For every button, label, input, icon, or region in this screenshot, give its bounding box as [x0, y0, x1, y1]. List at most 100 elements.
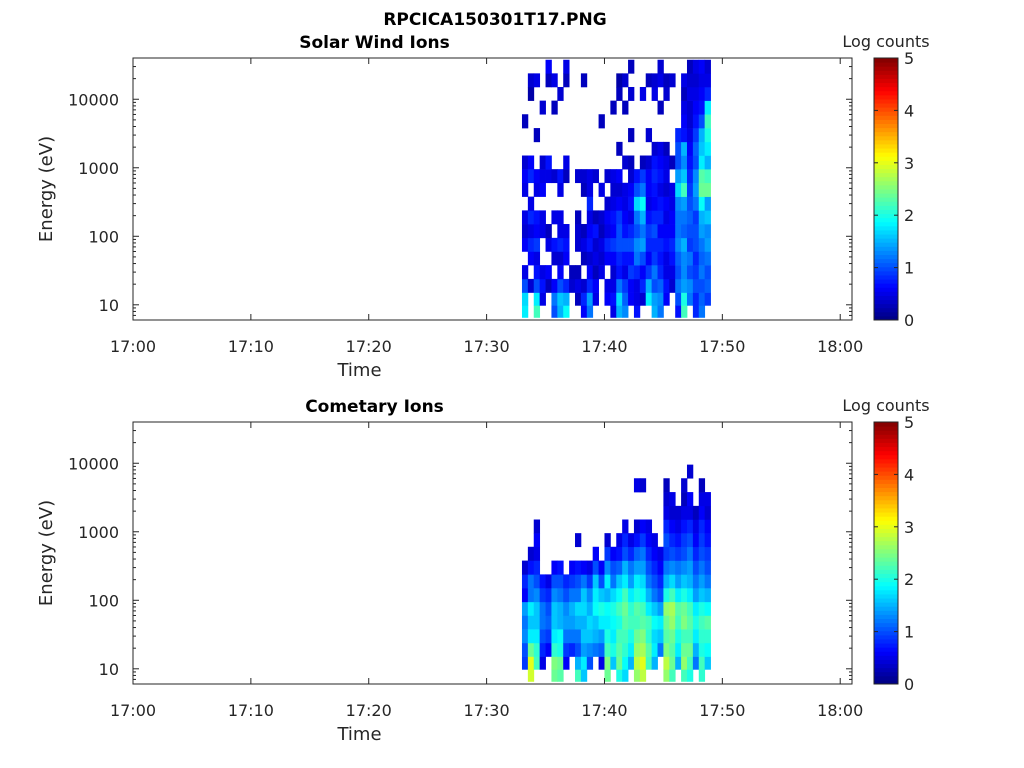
spectrogram-cell [639, 251, 647, 266]
spectrogram-cell [616, 292, 623, 306]
spectrogram-cell [704, 86, 711, 101]
spectrogram-cell [545, 629, 552, 644]
colorbar-segment [874, 532, 898, 538]
spectrogram-cell [675, 278, 682, 293]
spectrogram-cell [669, 546, 676, 561]
y-tick-label: 10000 [68, 90, 119, 109]
spectrogram-cell [557, 615, 564, 630]
spectrogram-cell [639, 560, 647, 575]
spectrogram-cell [592, 292, 599, 306]
spectrogram-cell [675, 128, 682, 143]
y-axis-label: Energy (eV) [36, 136, 57, 242]
colorbar-segment [874, 131, 898, 137]
spectrogram-cell [622, 182, 629, 197]
spectrogram-cell [669, 73, 676, 88]
spectrogram-cell [575, 292, 582, 306]
spectrogram-cell [563, 224, 570, 239]
spectrogram-cell [575, 669, 582, 682]
spectrogram-cell [539, 155, 546, 170]
spectrogram-cell [692, 615, 700, 630]
spectrogram-cell [598, 560, 605, 575]
colorbar-segment [874, 626, 898, 632]
spectrogram-cell [686, 182, 694, 197]
spectrogram-cell [698, 478, 706, 493]
spectrogram-cell [580, 656, 588, 670]
spectrogram-cell [681, 656, 688, 670]
y-tick-label: 100 [88, 591, 119, 610]
spectrogram-cell [669, 601, 676, 616]
colorbar-segment [874, 74, 898, 79]
colorbar-segment [874, 446, 898, 452]
colorbar-segment [874, 156, 898, 161]
spectrogram-cell [639, 669, 647, 682]
spectrogram-cell [645, 278, 653, 293]
spectrogram-cell [698, 265, 706, 280]
spectrogram-cell [681, 601, 688, 616]
spectrogram-cell [645, 615, 653, 630]
spectrogram-cell [563, 169, 570, 184]
spectrogram-cell [610, 251, 617, 266]
spectrogram-cell [551, 669, 558, 682]
spectrogram-cell [645, 656, 653, 670]
spectrogram-cell [569, 642, 576, 657]
spectrogram-cell [645, 196, 653, 211]
spectrogram-cell [663, 196, 670, 211]
colorbar-segment [874, 679, 898, 685]
spectrogram-cell [698, 141, 706, 156]
spectrogram-cell [692, 86, 700, 101]
colorbar-segment [874, 135, 898, 141]
colorbar-segment [874, 647, 898, 652]
spectrogram-cell [527, 669, 535, 682]
spectrogram-cell [645, 574, 653, 589]
spectrogram-cell [645, 546, 653, 561]
spectrogram-cell [575, 601, 582, 616]
spectrogram-cell [557, 629, 564, 644]
spectrogram-cell [651, 305, 658, 318]
spectrogram-cell [563, 59, 570, 74]
spectrogram-cell [539, 601, 546, 616]
colorbar-segment [874, 528, 898, 534]
spectrogram-cell [663, 73, 670, 88]
spectrogram-cell [681, 73, 688, 88]
spectrogram-cell [557, 656, 564, 670]
spectrogram-cell [704, 560, 711, 575]
spectrogram-cell [639, 588, 647, 603]
spectrogram-cell [633, 642, 641, 657]
spectrogram-cell [681, 546, 688, 561]
colorbar-segment [874, 606, 898, 611]
colorbar-segment [874, 225, 898, 231]
spectrogram-cell [586, 601, 594, 616]
colorbar-segment [874, 520, 898, 525]
spectrogram-cell [563, 656, 570, 670]
spectrogram-cell [521, 278, 529, 293]
spectrogram-cell [633, 237, 641, 252]
spectrogram-cell [527, 560, 535, 575]
spectrogram-cell [657, 100, 664, 115]
spectrogram-cell [704, 574, 711, 589]
spectrogram-cell [675, 224, 682, 239]
spectrogram-cell [569, 278, 576, 293]
spectrogram-cell [557, 642, 564, 657]
spectrogram-cell [633, 601, 641, 616]
spectrogram-cell [539, 656, 546, 670]
spectrogram-cell [592, 546, 599, 561]
spectrogram-cell [686, 615, 694, 630]
spectrogram-cell [551, 278, 558, 293]
spectrogram-cell [645, 155, 653, 170]
spectrogram-cell [604, 669, 611, 682]
spectrogram-cell [592, 601, 599, 616]
spectrogram-cell [592, 237, 599, 252]
colorbar-tick-label: 3 [904, 518, 914, 537]
spectrogram-cell [698, 114, 706, 129]
spectrogram-cell [586, 224, 594, 239]
spectrogram-cell [628, 155, 635, 170]
colorbar-segment [874, 663, 898, 669]
spectrogram-cell [580, 278, 588, 293]
spectrogram-cell [545, 642, 552, 657]
spectrogram-cell [586, 560, 594, 575]
spectrogram-cell [616, 210, 623, 225]
spectrogram-cell [592, 629, 599, 644]
spectrogram-cell [663, 251, 670, 266]
spectrogram-cell [669, 505, 676, 520]
